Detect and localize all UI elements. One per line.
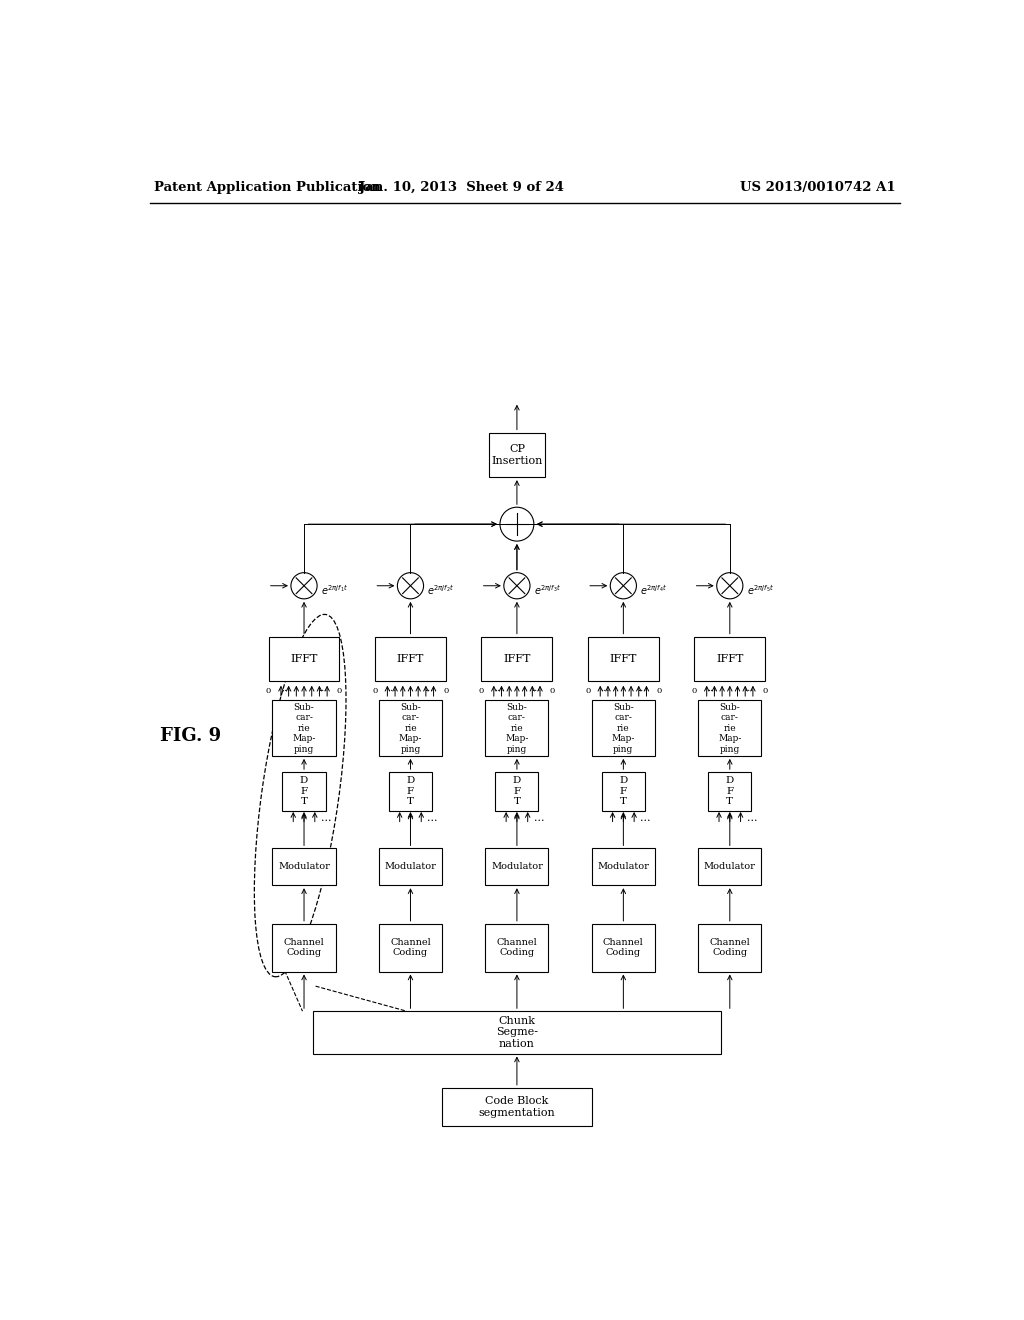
- Bar: [709, 772, 752, 810]
- Text: ...: ...: [534, 813, 545, 824]
- Bar: [592, 924, 655, 972]
- Text: Modulator: Modulator: [490, 862, 543, 871]
- Text: $e^{2\pi j f_3t}$: $e^{2\pi j f_3t}$: [534, 583, 561, 597]
- Text: IFFT: IFFT: [291, 653, 317, 664]
- Bar: [698, 701, 762, 756]
- Text: ...: ...: [707, 684, 716, 693]
- Text: 0: 0: [656, 686, 662, 694]
- Text: D
F
T: D F T: [300, 776, 308, 807]
- Bar: [272, 849, 336, 886]
- Bar: [272, 924, 336, 972]
- Text: 0: 0: [763, 686, 768, 694]
- Text: D
F
T: D F T: [513, 776, 521, 807]
- Text: ...: ...: [600, 684, 609, 693]
- Bar: [268, 636, 339, 681]
- Text: Channel
Coding: Channel Coding: [603, 939, 644, 957]
- Bar: [588, 636, 658, 681]
- Bar: [485, 849, 549, 886]
- Text: ...: ...: [281, 684, 290, 693]
- Text: $e^{2\pi j f_5t}$: $e^{2\pi j f_5t}$: [746, 583, 774, 597]
- Text: Modulator: Modulator: [279, 862, 330, 871]
- Text: Channel
Coding: Channel Coding: [497, 939, 538, 957]
- Bar: [485, 924, 549, 972]
- Text: $e^{2\pi j f_1t}$: $e^{2\pi j f_1t}$: [321, 583, 348, 597]
- Text: CP
Insertion: CP Insertion: [492, 444, 543, 466]
- Text: 0: 0: [550, 686, 555, 694]
- Bar: [379, 849, 442, 886]
- Bar: [481, 636, 552, 681]
- Text: ...: ...: [427, 813, 438, 824]
- Text: 0: 0: [586, 686, 591, 694]
- Text: ...: ...: [317, 684, 328, 693]
- Text: Modulator: Modulator: [597, 862, 649, 871]
- Text: 0: 0: [266, 686, 271, 694]
- Text: D
F
T: D F T: [726, 776, 734, 807]
- Text: 0: 0: [692, 686, 697, 694]
- Bar: [489, 433, 545, 478]
- Text: US 2013/0010742 A1: US 2013/0010742 A1: [740, 181, 896, 194]
- Text: Sub-
car-
rie
Map-
ping: Sub- car- rie Map- ping: [292, 704, 315, 754]
- Bar: [441, 1088, 592, 1126]
- Bar: [698, 924, 762, 972]
- Text: 0: 0: [373, 686, 378, 694]
- Text: Sub-
car-
rie
Map-
ping: Sub- car- rie Map- ping: [505, 704, 528, 754]
- Bar: [592, 849, 655, 886]
- Text: Jan. 10, 2013  Sheet 9 of 24: Jan. 10, 2013 Sheet 9 of 24: [359, 181, 564, 194]
- Bar: [592, 701, 655, 756]
- Text: Patent Application Publication: Patent Application Publication: [154, 181, 380, 194]
- Text: Channel
Coding: Channel Coding: [710, 939, 751, 957]
- Text: Chunk
Segme-
nation: Chunk Segme- nation: [496, 1016, 538, 1049]
- Text: $e^{2\pi j f_4t}$: $e^{2\pi j f_4t}$: [640, 583, 668, 597]
- Bar: [283, 772, 326, 810]
- Text: IFFT: IFFT: [609, 653, 637, 664]
- Text: Sub-
car-
rie
Map-
ping: Sub- car- rie Map- ping: [611, 704, 635, 754]
- Bar: [389, 772, 432, 810]
- Text: 0: 0: [443, 686, 449, 694]
- Text: D
F
T: D F T: [620, 776, 628, 807]
- Bar: [272, 701, 336, 756]
- Text: Channel
Coding: Channel Coding: [390, 939, 431, 957]
- Text: ...: ...: [321, 813, 332, 824]
- Bar: [379, 924, 442, 972]
- Text: IFFT: IFFT: [503, 653, 530, 664]
- Text: 0: 0: [479, 686, 484, 694]
- Text: D
F
T: D F T: [407, 776, 415, 807]
- Text: ...: ...: [640, 813, 651, 824]
- Text: Sub-
car-
rie
Map-
ping: Sub- car- rie Map- ping: [398, 704, 422, 754]
- Bar: [313, 1011, 721, 1053]
- Text: ...: ...: [746, 813, 757, 824]
- Bar: [496, 772, 539, 810]
- Text: ...: ...: [387, 684, 396, 693]
- Bar: [698, 849, 762, 886]
- Text: $e^{2\pi j f_2t}$: $e^{2\pi j f_2t}$: [427, 583, 455, 597]
- Text: Sub-
car-
rie
Map-
ping: Sub- car- rie Map- ping: [718, 704, 741, 754]
- Text: Modulator: Modulator: [385, 862, 436, 871]
- Text: ...: ...: [637, 684, 646, 693]
- Text: Code Block
segmentation: Code Block segmentation: [478, 1096, 555, 1118]
- Bar: [375, 636, 445, 681]
- Text: ...: ...: [530, 684, 540, 693]
- Text: ...: ...: [424, 684, 433, 693]
- Bar: [602, 772, 645, 810]
- Bar: [694, 636, 765, 681]
- Text: ...: ...: [743, 684, 753, 693]
- Text: 0: 0: [337, 686, 342, 694]
- Text: IFFT: IFFT: [396, 653, 424, 664]
- Text: IFFT: IFFT: [716, 653, 743, 664]
- Text: Modulator: Modulator: [703, 862, 756, 871]
- Bar: [485, 701, 549, 756]
- Text: FIG. 9: FIG. 9: [160, 727, 221, 744]
- Text: ...: ...: [494, 684, 503, 693]
- Bar: [379, 701, 442, 756]
- Text: Channel
Coding: Channel Coding: [284, 939, 325, 957]
